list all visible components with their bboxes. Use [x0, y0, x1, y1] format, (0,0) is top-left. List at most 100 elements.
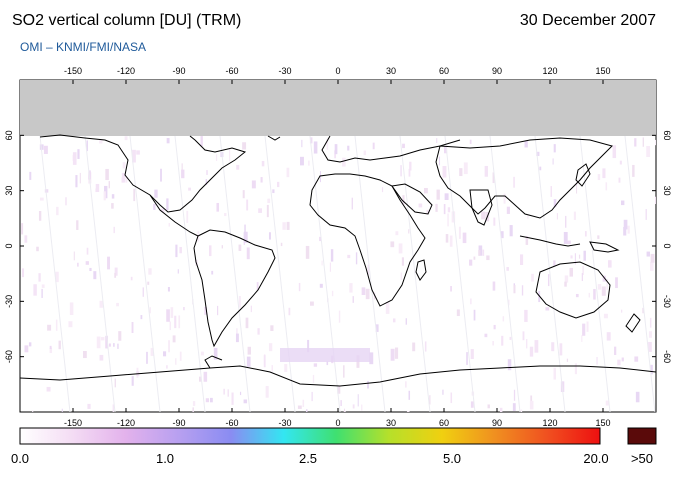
- coast-australia: [535, 261, 611, 319]
- so2-noise-pixel: [556, 213, 558, 220]
- coast-antarctic-peninsula: [204, 355, 223, 369]
- so2-noise-pixel: [502, 316, 505, 322]
- so2-noise-pixel: [178, 315, 181, 329]
- so2-noise-pixel: [107, 256, 111, 270]
- so2-noise-pixel: [39, 144, 44, 150]
- so2-noise-pixel: [112, 404, 114, 412]
- so2-noise-pixel: [261, 160, 265, 167]
- so2-noise-pixel: [99, 140, 103, 144]
- so2-noise-pixel: [117, 343, 119, 349]
- so2-noise-pixel: [343, 365, 345, 378]
- lon-label-top: 90: [492, 66, 502, 76]
- so2-noise-pixel: [44, 189, 49, 193]
- so2-noise-pixel: [169, 321, 171, 331]
- so2-noise-pixel: [121, 172, 126, 183]
- so2-noise-pixel: [114, 378, 116, 388]
- so2-noise-pixel: [435, 203, 438, 212]
- so2-noise-pixel: [520, 254, 524, 266]
- so2-noise-pixel: [623, 219, 628, 230]
- so2-noise-pixel: [113, 343, 115, 347]
- so2-noise-pixel: [242, 142, 247, 150]
- so2-noise-pixel: [302, 399, 305, 407]
- so2-noise-pixel: [260, 177, 263, 183]
- so2-noise-pixel: [351, 197, 353, 210]
- lat-label-right: 30: [662, 186, 672, 196]
- so2-noise-pixel: [149, 307, 151, 314]
- so2-noise-pixel: [655, 139, 656, 146]
- lon-label-bottom: -60: [225, 418, 238, 428]
- lon-label-bottom: 60: [439, 418, 449, 428]
- map-date: 30 December 2007: [519, 12, 656, 29]
- so2-noise-pixel: [93, 271, 97, 280]
- so2-noise-pixel: [116, 302, 119, 307]
- so2-noise-pixel: [553, 144, 556, 153]
- so2-noise-pixel: [409, 161, 412, 171]
- coast-europe: [321, 135, 461, 163]
- so2-noise-pixel: [140, 315, 143, 320]
- so2-noise-pixel: [246, 247, 250, 260]
- so2-noise-pixel: [124, 136, 128, 141]
- so2-noise-pixel: [506, 206, 510, 214]
- so2-noise-pixel: [553, 260, 556, 267]
- so2-noise-pixel: [238, 296, 241, 308]
- so2-noise-pixel: [506, 267, 509, 271]
- so2-noise-pixel: [121, 177, 124, 183]
- lon-label-top: -60: [225, 66, 238, 76]
- so2-noise-pixel: [470, 349, 474, 359]
- so2-noise-pixel: [642, 137, 644, 147]
- coast-arabia: [391, 183, 433, 215]
- coast-antarctica: [20, 365, 656, 387]
- lat-label-left: -30: [4, 295, 14, 308]
- so2-noise-pixel: [620, 200, 625, 206]
- so2-noise-pixel: [405, 381, 407, 388]
- lon-label-bottom: -30: [278, 418, 291, 428]
- so2-noise-pixel: [209, 245, 212, 257]
- so2-noise-pixel: [321, 260, 323, 266]
- so2-noise-pixel: [55, 319, 58, 331]
- so2-noise-pixel: [166, 365, 168, 369]
- so2-noise-pixel: [24, 235, 28, 243]
- so2-noise-pixel: [343, 408, 346, 412]
- so2-noise-pixel: [89, 267, 92, 272]
- so2-noise-pixel: [21, 268, 25, 278]
- so2-noise-pixel: [486, 255, 490, 261]
- so2-noise-pixel: [343, 411, 346, 412]
- so2-noise-pixel: [574, 363, 578, 375]
- so2-noise-pixel: [402, 195, 405, 205]
- so2-noise-pixel: [462, 232, 467, 244]
- so2-noise-pixel: [75, 175, 78, 188]
- so2-noise-pixel: [243, 399, 248, 404]
- so2-noise-pixel: [257, 328, 260, 335]
- so2-noise-pixel: [539, 166, 542, 171]
- so2-noise-pixel: [408, 390, 411, 400]
- so2-noise-pixel: [32, 410, 34, 412]
- so2-noise-pixel: [402, 143, 405, 149]
- coast-north-america: [39, 134, 247, 213]
- so2-noise-pixel: [200, 351, 204, 356]
- no-data-region: [20, 80, 656, 136]
- so2-noise-pixel: [204, 306, 207, 315]
- so2-noise-pixel: [347, 145, 350, 151]
- so2-noise-pixel: [473, 309, 476, 321]
- so2-noise-pixel: [268, 232, 271, 240]
- so2-noise-pixel: [552, 158, 554, 165]
- so2-elevated-patch: [280, 348, 370, 362]
- so2-noise-pixel: [635, 391, 640, 403]
- so2-noise-pixel: [566, 358, 569, 362]
- so2-noise-pixel: [564, 275, 569, 283]
- so2-noise-pixel: [525, 236, 529, 245]
- colorbar-label-2: 2.5: [298, 451, 318, 466]
- so2-noise-pixel: [79, 172, 81, 184]
- coast-new-guinea: [589, 241, 620, 253]
- so2-noise-pixel: [41, 284, 45, 288]
- so2-noise-pixel: [469, 139, 472, 144]
- so2-noise-pixel: [534, 340, 539, 353]
- so2-noise-pixel: [205, 179, 208, 186]
- coast-japan: [575, 163, 591, 187]
- so2-noise-pixel: [122, 162, 126, 169]
- so2-noise-pixel: [163, 351, 167, 357]
- so2-noise-pixel: [436, 138, 438, 143]
- so2-noise-pixel: [326, 138, 329, 150]
- so2-noise-pixel: [512, 403, 516, 411]
